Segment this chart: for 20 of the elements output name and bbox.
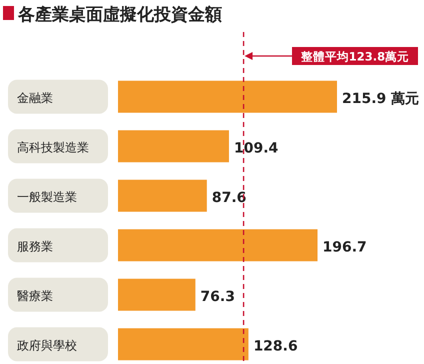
bar: [118, 328, 248, 360]
bar: [118, 229, 318, 262]
data-label: 87.6: [212, 190, 246, 206]
data-label: 76.3: [200, 288, 235, 305]
data-label: 128.6: [253, 338, 298, 354]
bar: [118, 278, 196, 311]
bar: [118, 80, 337, 113]
bar: [118, 130, 229, 162]
bar: [118, 180, 207, 212]
chart-title: 各產業桌面虛擬化投資金額: [17, 5, 222, 25]
y-tick-label: 高科技製造業: [17, 140, 89, 154]
y-tick-label: 服務業: [17, 239, 53, 254]
y-tick-label: 政府與學校: [17, 338, 77, 352]
y-tick-label: 一般製造業: [17, 190, 77, 204]
data-label: 215.9 萬元: [342, 90, 420, 107]
data-label: 196.7: [322, 239, 367, 256]
y-tick-label: 醫療業: [17, 288, 53, 303]
ref-line-label: 整體平均123.8萬元: [300, 50, 410, 64]
y-tick-label: 金融業: [17, 90, 53, 105]
data-label: 109.4: [234, 140, 279, 156]
